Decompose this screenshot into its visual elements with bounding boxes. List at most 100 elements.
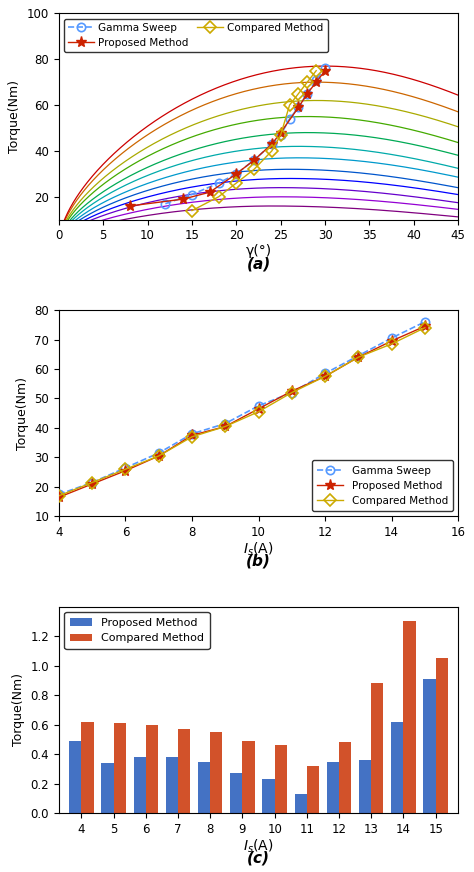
Gamma Sweep (296, 102, 301, 112)
Line: Compared Method: Compared Method (188, 66, 320, 215)
Proposed Method (278, 127, 283, 138)
Gamma Sweep (287, 113, 292, 124)
Bar (274, 746, 287, 813)
Proposed Method (389, 336, 394, 346)
Gamma Sweep (222, 419, 228, 429)
Bar (371, 684, 383, 813)
Proposed Method (156, 451, 162, 461)
Compared Method (255, 406, 261, 417)
Text: (c): (c) (247, 850, 270, 865)
Proposed Method (356, 352, 361, 363)
Compared Method (216, 192, 221, 202)
Bar (114, 723, 126, 813)
Gamma Sweep (289, 387, 295, 398)
Legend: Gamma Sweep, Proposed Method, Compared Method: Gamma Sweep, Proposed Method, Compared M… (64, 18, 328, 52)
Proposed Method (251, 155, 257, 166)
Proposed Method (255, 404, 261, 414)
Gamma Sweep (389, 333, 394, 344)
Proposed Method (296, 102, 301, 112)
Compared Method (222, 421, 228, 432)
Proposed Method (127, 201, 133, 211)
Proposed Method (56, 492, 62, 502)
Legend: Proposed Method, Compared Method: Proposed Method, Compared Method (64, 612, 210, 649)
Gamma Sweep (163, 199, 168, 209)
Compared Method (189, 432, 195, 442)
Compared Method (289, 387, 295, 398)
Line: Gamma Sweep: Gamma Sweep (55, 317, 429, 499)
Gamma Sweep (422, 317, 428, 327)
Proposed Method (322, 65, 328, 76)
Line: Proposed Method: Proposed Method (53, 321, 430, 503)
Compared Method (123, 464, 128, 474)
Compared Method (304, 77, 310, 87)
Compared Method (422, 323, 428, 333)
Compared Method (287, 99, 292, 110)
Line: Compared Method: Compared Method (55, 324, 429, 500)
Compared Method (389, 338, 394, 349)
Compared Method (56, 491, 62, 501)
Compared Method (234, 178, 239, 188)
Bar (146, 725, 158, 813)
Gamma Sweep (216, 178, 221, 188)
Compared Method (278, 130, 283, 140)
Bar (423, 679, 436, 813)
Bar (307, 766, 319, 813)
Compared Method (296, 88, 301, 99)
Proposed Method (180, 194, 186, 204)
Compared Method (156, 451, 162, 461)
Bar (101, 763, 114, 813)
Bar (198, 761, 210, 813)
Proposed Method (234, 168, 239, 179)
Y-axis label: Torque(Nm): Torque(Nm) (12, 673, 25, 746)
Compared Method (322, 371, 328, 382)
Gamma Sweep (356, 351, 361, 361)
Proposed Method (207, 187, 212, 197)
X-axis label: γ(°): γ(°) (246, 244, 272, 258)
Gamma Sweep (313, 75, 319, 85)
Bar (359, 760, 371, 813)
Gamma Sweep (322, 63, 328, 73)
Bar (210, 732, 222, 813)
Compared Method (251, 164, 257, 174)
Bar (242, 741, 255, 813)
Gamma Sweep (234, 168, 239, 179)
Line: Proposed Method: Proposed Method (124, 65, 331, 212)
Legend: Gamma Sweep, Proposed Method, Compared Method: Gamma Sweep, Proposed Method, Compared M… (312, 460, 453, 511)
Bar (134, 757, 146, 813)
X-axis label: $I_s$(A): $I_s$(A) (243, 837, 274, 855)
Gamma Sweep (304, 88, 310, 99)
Bar (436, 658, 448, 813)
Gamma Sweep (89, 477, 95, 487)
Proposed Method (189, 430, 195, 440)
Proposed Method (289, 386, 295, 397)
Gamma Sweep (189, 189, 195, 200)
Proposed Method (422, 321, 428, 331)
Gamma Sweep (156, 448, 162, 459)
Bar (82, 722, 94, 813)
Proposed Method (222, 421, 228, 432)
Line: Gamma Sweep: Gamma Sweep (161, 65, 329, 208)
Gamma Sweep (123, 462, 128, 473)
Compared Method (313, 65, 319, 76)
Bar (69, 741, 82, 813)
Text: (a): (a) (246, 257, 271, 272)
Bar (403, 622, 416, 813)
Bar (327, 761, 339, 813)
Gamma Sweep (56, 489, 62, 500)
Gamma Sweep (269, 139, 274, 149)
Bar (391, 722, 403, 813)
Bar (294, 794, 307, 813)
Gamma Sweep (255, 400, 261, 411)
Gamma Sweep (278, 130, 283, 140)
Bar (178, 729, 190, 813)
Y-axis label: Torque(Nm): Torque(Nm) (9, 80, 21, 153)
Bar (339, 742, 351, 813)
Proposed Method (123, 466, 128, 476)
Bar (166, 757, 178, 813)
X-axis label: $I_s$(A): $I_s$(A) (243, 541, 274, 558)
Gamma Sweep (251, 155, 257, 166)
Y-axis label: Torque(Nm): Torque(Nm) (16, 377, 29, 450)
Proposed Method (269, 139, 274, 149)
Proposed Method (313, 77, 319, 87)
Proposed Method (304, 88, 310, 99)
